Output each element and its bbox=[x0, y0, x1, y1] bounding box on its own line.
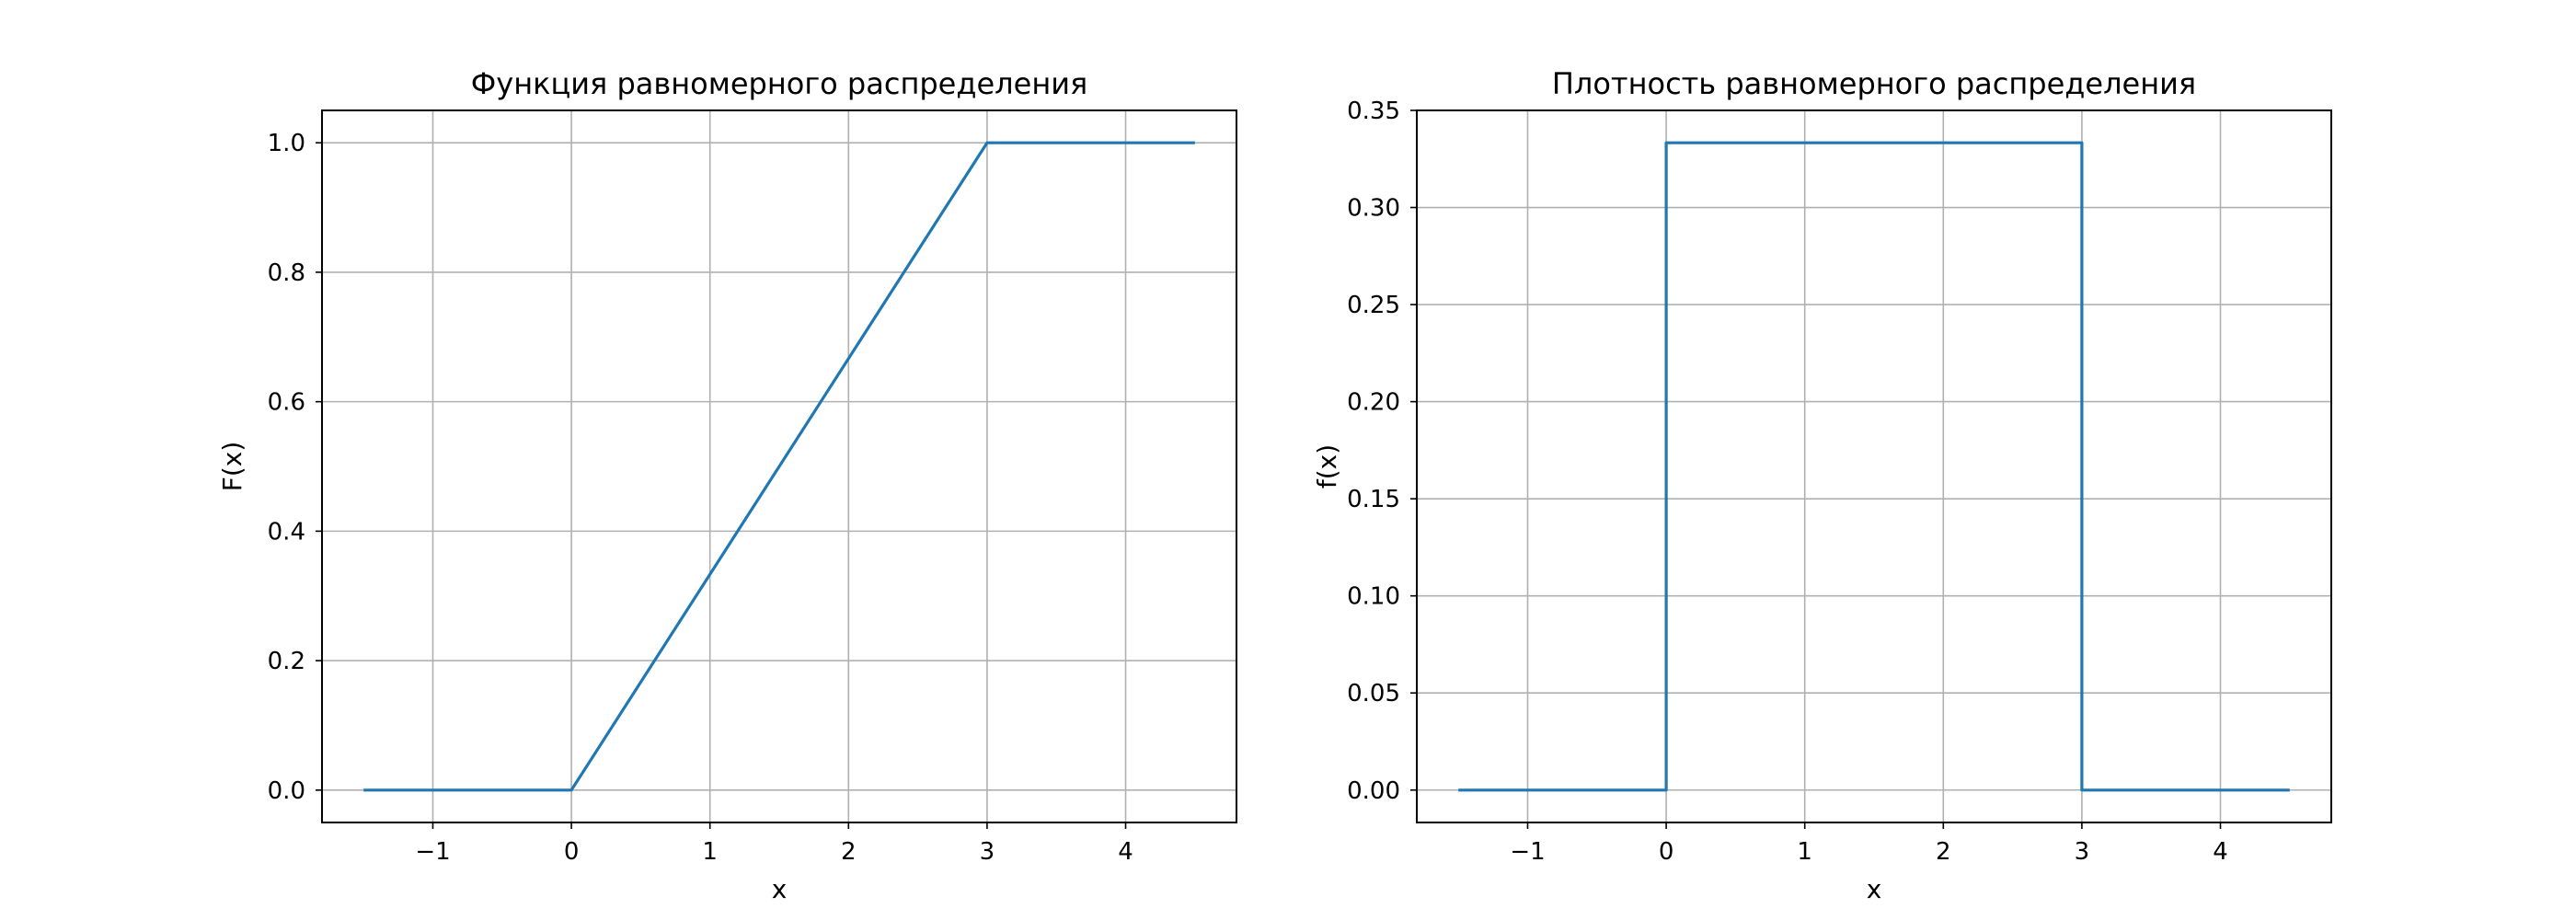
pdf-y-tick-label: 0.35 bbox=[1347, 98, 1400, 125]
cdf-x-tick-label: 1 bbox=[702, 838, 718, 866]
cdf-y-label: F(x) bbox=[217, 442, 247, 492]
pdf-y-tick-label: 0.20 bbox=[1347, 389, 1400, 417]
cdf-x-tick-label: 0 bbox=[564, 838, 580, 866]
cdf-x-tick-label: 3 bbox=[980, 838, 995, 866]
cdf-y-tick-label: 0.4 bbox=[268, 518, 305, 546]
cdf-chart: −1 0 1 2 3 4 0.0 0.2 0.4 0.6 0.8 1.0 Функция равно… bbox=[217, 66, 1237, 904]
pdf-x-ticks: −1 0 1 2 3 4 bbox=[1510, 822, 2228, 866]
pdf-x-tick-label: 3 bbox=[2075, 838, 2090, 866]
cdf-series bbox=[363, 141, 1195, 792]
cdf-y-tick-label: 1.0 bbox=[268, 130, 305, 157]
pdf-y-tick-label: 0.10 bbox=[1347, 583, 1400, 611]
pdf-series bbox=[1458, 141, 2290, 792]
pdf-title: Плотность равномерного распределения bbox=[1552, 66, 2196, 101]
pdf-x-tick-label: 0 bbox=[1659, 838, 1674, 866]
cdf-x-tick-label: −1 bbox=[415, 838, 450, 866]
cdf-series-line bbox=[363, 141, 1195, 792]
pdf-x-label: x bbox=[1867, 874, 1882, 904]
pdf-x-tick-label: −1 bbox=[1510, 838, 1545, 866]
cdf-y-ticks: 0.0 0.2 0.4 0.6 0.8 1.0 bbox=[268, 130, 322, 805]
cdf-y-tick-label: 0.6 bbox=[268, 389, 305, 417]
cdf-x-ticks: −1 0 1 2 3 4 bbox=[415, 822, 1133, 866]
cdf-axes-frame bbox=[321, 109, 1237, 823]
pdf-axes-frame bbox=[1416, 109, 2332, 823]
pdf-y-tick-label: 0.05 bbox=[1347, 680, 1400, 707]
pdf-y-tick-label: 0.30 bbox=[1347, 195, 1400, 223]
cdf-y-tick-label: 0.2 bbox=[268, 648, 305, 675]
cdf-y-tick-label: 0.0 bbox=[268, 777, 305, 805]
pdf-x-tick-label: 2 bbox=[1936, 838, 1951, 866]
cdf-y-tick-label: 0.8 bbox=[268, 259, 305, 287]
cdf-x-tick-label: 2 bbox=[841, 838, 857, 866]
cdf-title: Функция равномерного распределения bbox=[471, 66, 1088, 101]
pdf-y-ticks: 0.00 0.05 0.10 0.15 0.20 0.25 0.30 0.35 bbox=[1347, 98, 1417, 805]
cdf-x-label: x bbox=[772, 874, 788, 904]
pdf-y-tick-label: 0.25 bbox=[1347, 292, 1400, 319]
pdf-y-tick-label: 0.15 bbox=[1347, 486, 1400, 513]
pdf-x-tick-label: 4 bbox=[2213, 838, 2228, 866]
pdf-chart: −1 0 1 2 3 4 0.00 0.05 0.10 0.15 0.20 0.25 0.30 0.35… bbox=[1312, 66, 2332, 904]
pdf-x-tick-label: 1 bbox=[1797, 838, 1812, 866]
pdf-y-label: f(x) bbox=[1312, 444, 1342, 489]
pdf-y-tick-label: 0.00 bbox=[1347, 777, 1400, 805]
cdf-x-tick-label: 4 bbox=[1118, 838, 1133, 866]
pdf-series-line bbox=[1458, 141, 2290, 792]
